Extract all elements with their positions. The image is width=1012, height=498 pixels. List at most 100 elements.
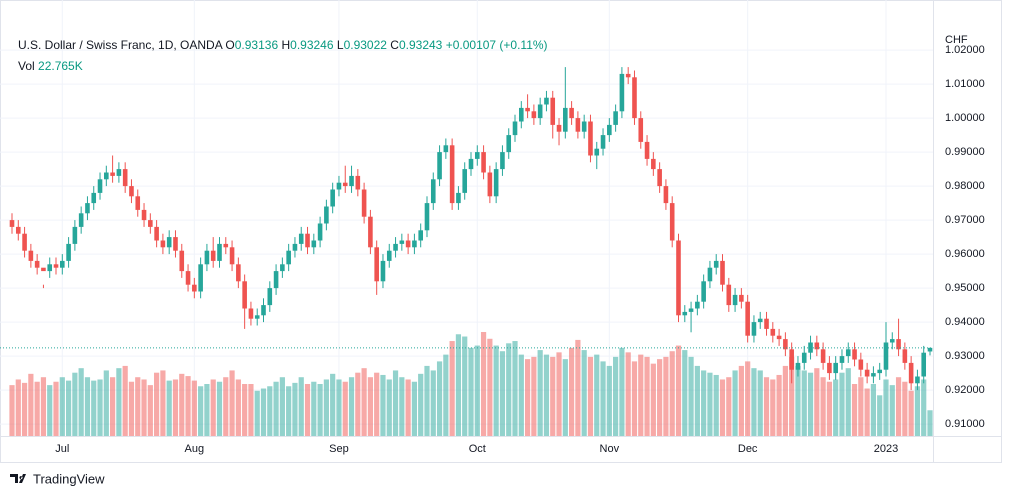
volume-bar bbox=[801, 370, 807, 436]
candle-body bbox=[783, 339, 788, 350]
x-tick-label: Aug bbox=[185, 443, 205, 455]
volume-value: 22.765K bbox=[38, 59, 83, 73]
y-tick-label: 0.92000 bbox=[945, 384, 985, 396]
candle-body bbox=[638, 118, 644, 142]
volume-bar bbox=[9, 385, 15, 436]
candle-body bbox=[456, 192, 461, 204]
candle-body bbox=[613, 111, 618, 125]
candle-body bbox=[839, 356, 845, 363]
candle-body bbox=[361, 189, 367, 217]
candle-body bbox=[192, 284, 197, 292]
volume-bar bbox=[436, 361, 443, 436]
ohlc-label: L bbox=[336, 38, 344, 52]
candle-body bbox=[512, 121, 518, 136]
candle-body bbox=[481, 152, 486, 173]
candle-body bbox=[374, 247, 379, 282]
candle-body bbox=[160, 240, 166, 248]
x-tick-label: Oct bbox=[469, 443, 486, 455]
volume-bar bbox=[594, 354, 600, 436]
candle-body bbox=[330, 189, 335, 207]
volume-bar bbox=[15, 379, 21, 436]
volume-bar bbox=[260, 388, 267, 436]
volume-bar bbox=[273, 381, 279, 436]
x-tick-label: Dec bbox=[738, 443, 758, 455]
volume-bar bbox=[229, 370, 235, 436]
volume-bar bbox=[191, 380, 197, 436]
volume-bar bbox=[172, 379, 179, 436]
y-tick-label: 0.95000 bbox=[945, 282, 985, 294]
candle-body bbox=[198, 264, 203, 292]
volume-bar bbox=[732, 370, 738, 436]
candle-body bbox=[173, 237, 178, 251]
volume-bar bbox=[562, 359, 568, 436]
candle-body bbox=[424, 203, 430, 231]
candle-body bbox=[349, 175, 354, 187]
volume-bar bbox=[210, 379, 216, 436]
volume-bar bbox=[279, 377, 285, 436]
volume-bar bbox=[518, 354, 524, 436]
volume-bar bbox=[160, 370, 166, 436]
candle-body bbox=[921, 352, 927, 377]
ohlc-value: 0.93243 bbox=[398, 38, 443, 52]
volume-bar bbox=[770, 379, 776, 436]
volume-bar bbox=[745, 361, 751, 436]
volume-bar bbox=[480, 332, 487, 436]
volume-bar bbox=[833, 379, 839, 436]
volume-bar bbox=[361, 368, 367, 436]
volume-bar bbox=[40, 377, 47, 436]
volume-bar bbox=[78, 368, 84, 436]
candle-body bbox=[34, 260, 40, 268]
volume-bar bbox=[908, 390, 914, 436]
volume-bar bbox=[751, 368, 757, 436]
volume-bar bbox=[625, 352, 631, 436]
volume-bar bbox=[254, 390, 260, 436]
volume-bar bbox=[348, 377, 355, 436]
candle-body bbox=[386, 250, 392, 261]
candle-body bbox=[66, 243, 71, 261]
candle-body bbox=[204, 250, 210, 265]
candle-body bbox=[820, 349, 826, 363]
candle-body bbox=[726, 284, 732, 306]
volume-bar bbox=[367, 377, 373, 436]
candle-body bbox=[877, 369, 882, 374]
candle-body bbox=[261, 305, 266, 316]
volume-bar bbox=[845, 368, 851, 436]
volume-bar bbox=[883, 379, 889, 436]
volume-bar bbox=[895, 377, 902, 436]
candle-body bbox=[110, 172, 115, 176]
candle-body bbox=[827, 362, 832, 374]
y-tick-label: 0.94000 bbox=[945, 316, 985, 328]
candle-body bbox=[97, 179, 103, 193]
candle-body bbox=[122, 169, 128, 187]
candle-body bbox=[713, 260, 719, 268]
candle-body bbox=[311, 240, 317, 248]
y-tick-label: 0.99000 bbox=[945, 146, 985, 158]
candle-body bbox=[695, 301, 700, 309]
candle-body bbox=[91, 192, 97, 204]
candle-body bbox=[669, 203, 675, 241]
volume-bar bbox=[807, 372, 814, 436]
volume-bar bbox=[914, 386, 921, 436]
candle-body bbox=[141, 209, 147, 221]
change: +0.00107 (+0.11%) bbox=[445, 38, 548, 52]
volume-bar bbox=[21, 382, 28, 436]
volume-bar bbox=[267, 386, 273, 436]
candle-body bbox=[437, 152, 442, 180]
y-tick-label: 0.97000 bbox=[945, 214, 985, 226]
candle-body bbox=[569, 107, 574, 119]
volume-bar bbox=[28, 373, 34, 436]
candle-body bbox=[60, 260, 65, 268]
candle-body bbox=[430, 179, 436, 204]
candle-body bbox=[104, 172, 109, 180]
candle-body bbox=[883, 342, 889, 370]
volume-bar bbox=[336, 379, 342, 436]
volume-bar bbox=[311, 381, 317, 436]
volume-bar bbox=[47, 385, 53, 436]
candle-body bbox=[739, 294, 744, 302]
candle-body bbox=[770, 328, 776, 336]
candle-body bbox=[116, 169, 122, 176]
candle-body bbox=[166, 237, 172, 248]
candle-body bbox=[581, 121, 587, 132]
candle-body bbox=[632, 77, 637, 119]
volume-bar bbox=[650, 363, 656, 436]
